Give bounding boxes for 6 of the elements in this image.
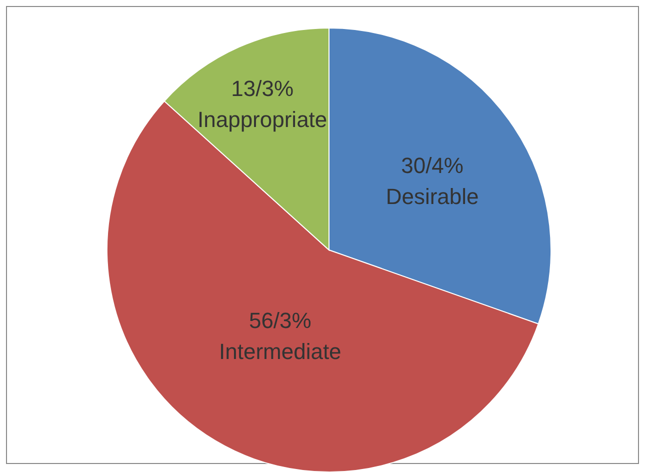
data-label: 30/4% (401, 152, 464, 178)
data-label: 13/3% (231, 76, 294, 101)
slice-label: Inappropriate (198, 106, 328, 132)
data-label: 56/3% (248, 308, 312, 334)
slice-label: Intermediate (219, 339, 342, 364)
slice-label: Desirable (386, 184, 479, 209)
